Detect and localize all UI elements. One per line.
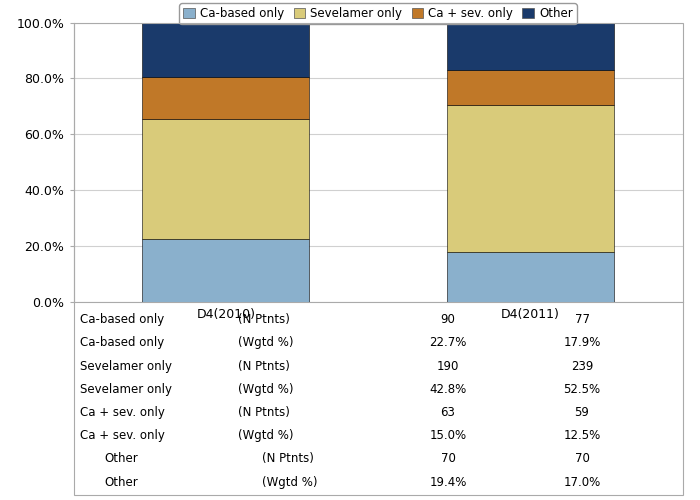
Text: 70: 70 — [575, 452, 589, 466]
Text: Sevelamer only: Sevelamer only — [80, 360, 172, 372]
Bar — [142, 119, 309, 238]
Bar — [447, 106, 614, 252]
Text: 52.5%: 52.5% — [564, 383, 601, 396]
Text: 19.4%: 19.4% — [429, 476, 467, 488]
Text: 12.5%: 12.5% — [564, 429, 601, 442]
Text: (N Ptnts): (N Ptnts) — [238, 360, 290, 372]
Text: (N Ptnts): (N Ptnts) — [262, 452, 314, 466]
Text: 42.8%: 42.8% — [429, 383, 467, 396]
Bar — [447, 70, 614, 106]
Text: 90: 90 — [440, 313, 456, 326]
Text: 190: 190 — [437, 360, 459, 372]
Text: 63: 63 — [440, 406, 456, 419]
Bar — [447, 252, 614, 302]
Text: Ca + sev. only: Ca + sev. only — [80, 406, 164, 419]
Text: 17.9%: 17.9% — [564, 336, 601, 349]
Text: Other: Other — [104, 476, 138, 488]
Text: (Wgtd %): (Wgtd %) — [262, 476, 318, 488]
Text: Ca-based only: Ca-based only — [80, 313, 164, 326]
Text: 17.0%: 17.0% — [564, 476, 601, 488]
Text: 70: 70 — [440, 452, 456, 466]
Text: Other: Other — [104, 452, 138, 466]
Legend: Ca-based only, Sevelamer only, Ca + sev. only, Other: Ca-based only, Sevelamer only, Ca + sev.… — [179, 3, 577, 24]
Text: Sevelamer only: Sevelamer only — [80, 383, 172, 396]
Bar — [142, 77, 309, 119]
Text: (Wgtd %): (Wgtd %) — [238, 429, 293, 442]
Bar — [142, 23, 309, 77]
Text: Ca-based only: Ca-based only — [80, 336, 164, 349]
Text: (N Ptnts): (N Ptnts) — [238, 313, 290, 326]
Text: 239: 239 — [570, 360, 593, 372]
Text: (N Ptnts): (N Ptnts) — [238, 406, 290, 419]
Bar — [447, 23, 614, 70]
Text: Ca + sev. only: Ca + sev. only — [80, 429, 164, 442]
Text: 77: 77 — [575, 313, 589, 326]
Text: 15.0%: 15.0% — [430, 429, 467, 442]
Text: (Wgtd %): (Wgtd %) — [238, 383, 293, 396]
Text: 59: 59 — [575, 406, 589, 419]
Text: 22.7%: 22.7% — [429, 336, 467, 349]
Bar — [142, 238, 309, 302]
Text: (Wgtd %): (Wgtd %) — [238, 336, 293, 349]
